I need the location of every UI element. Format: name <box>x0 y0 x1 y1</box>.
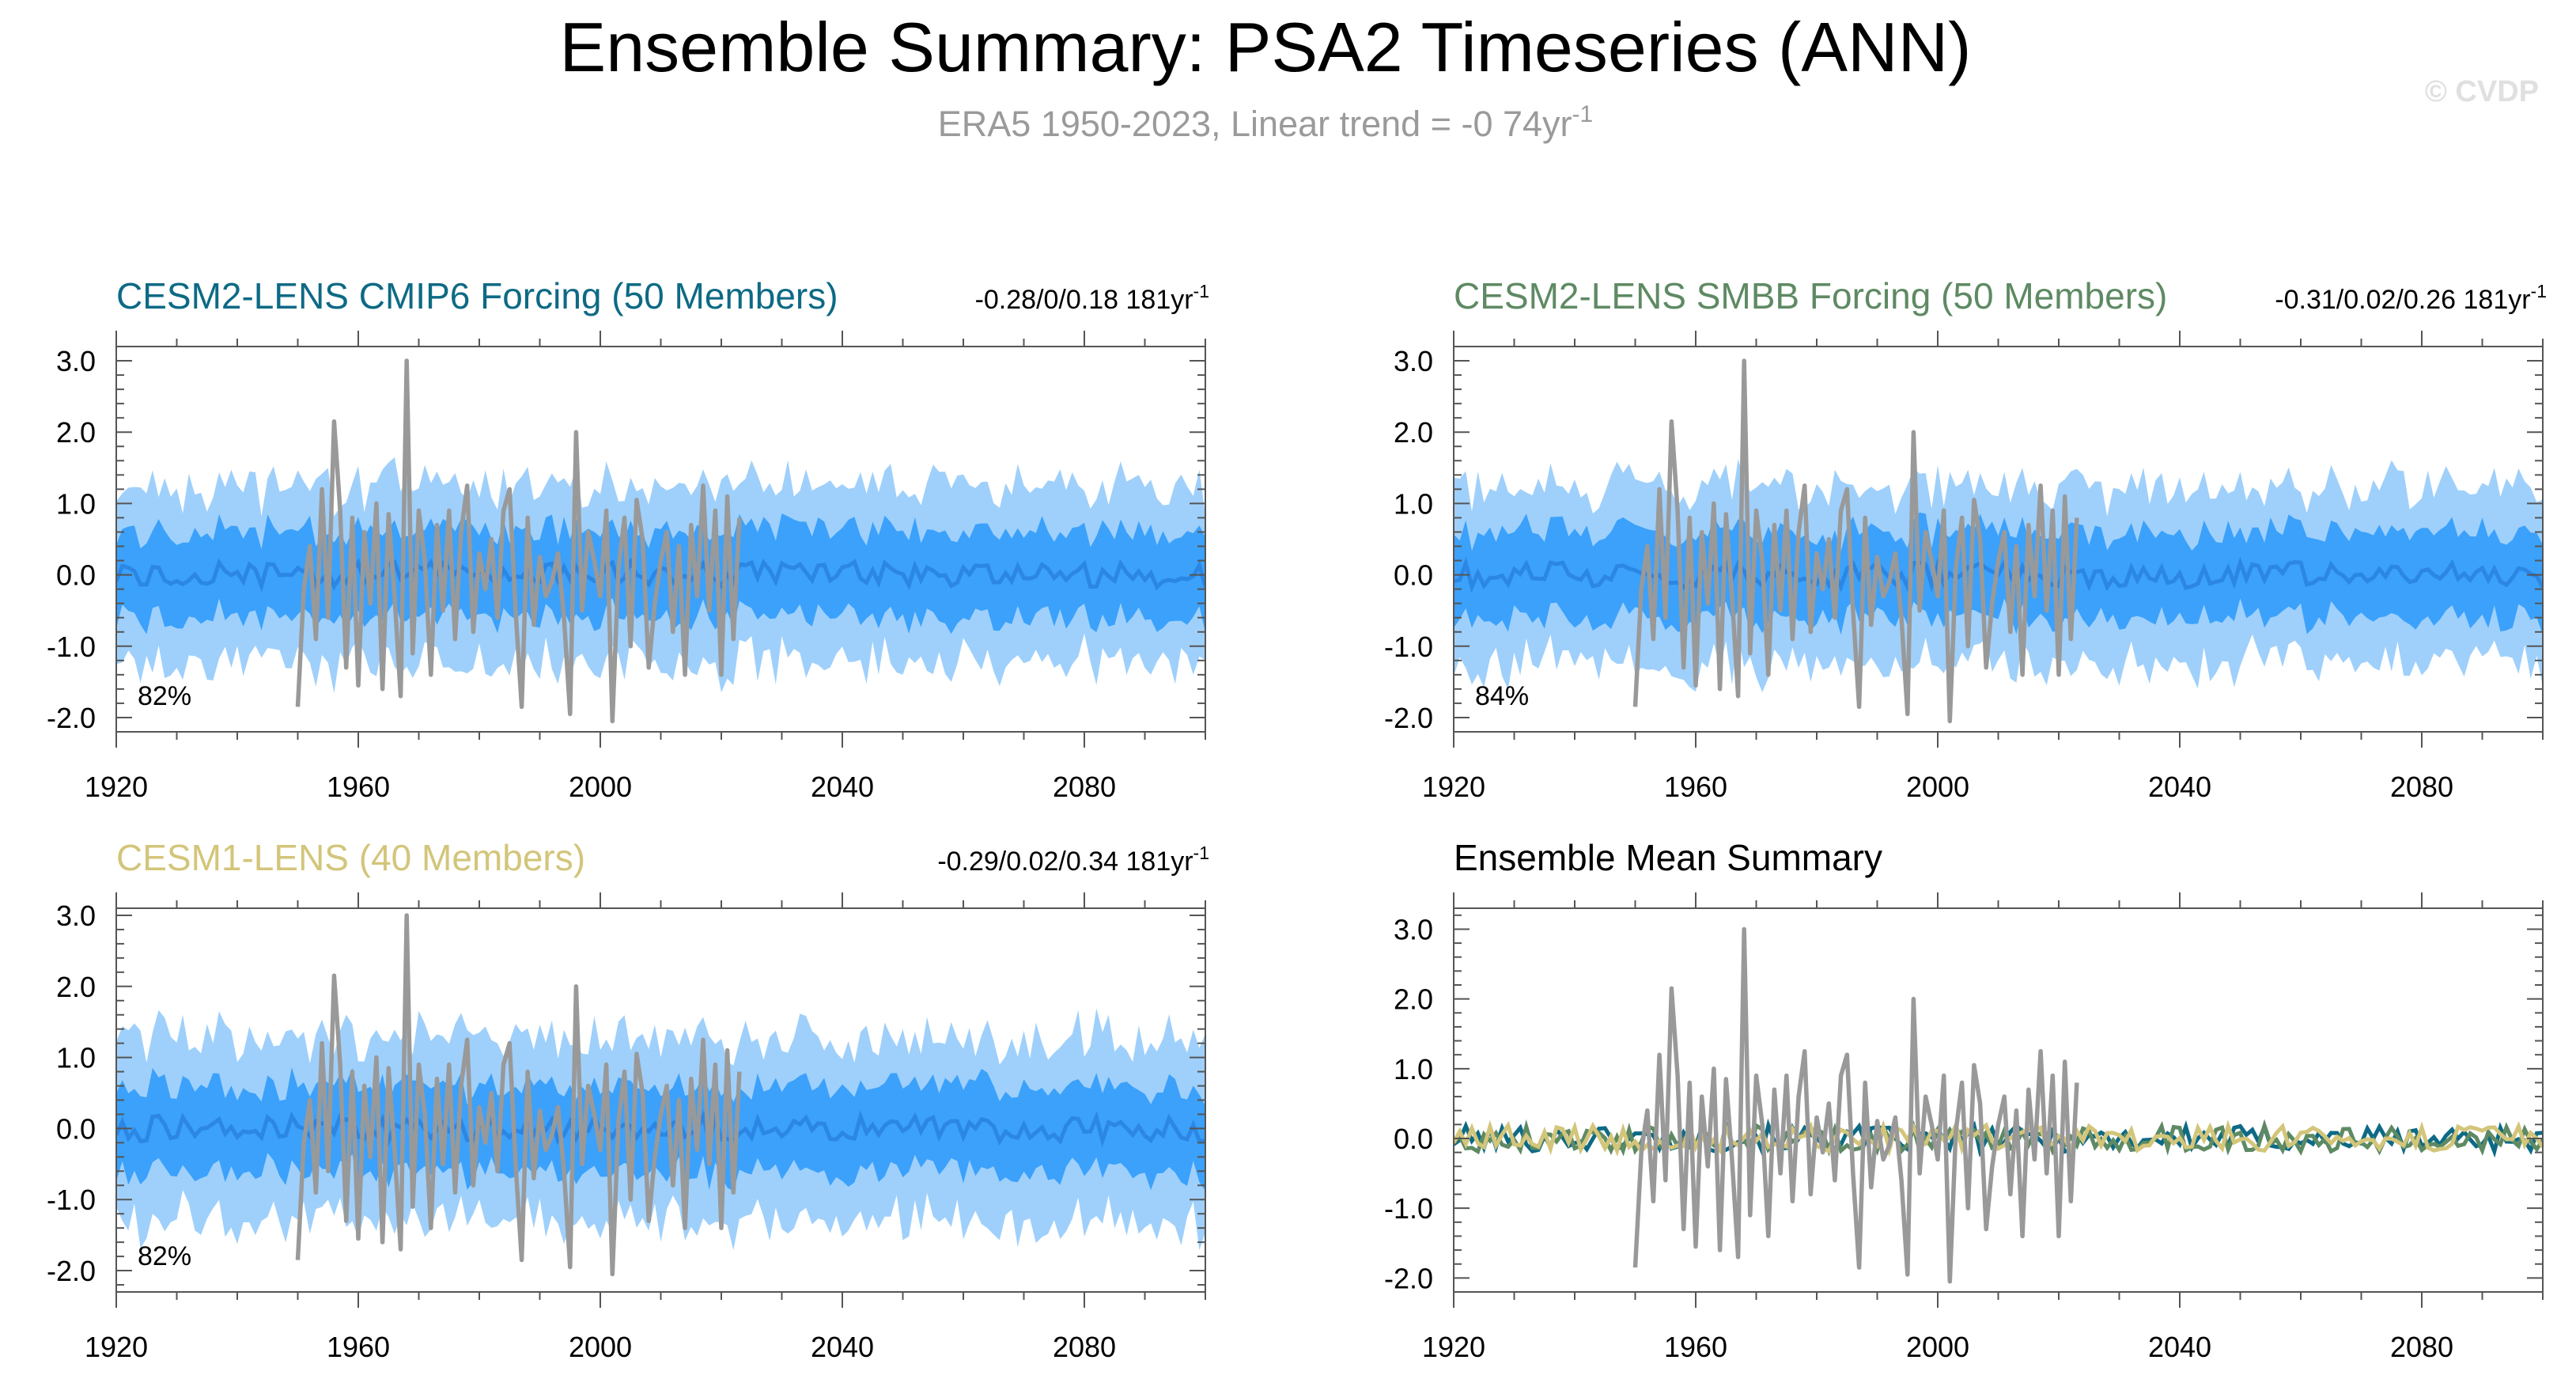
panel-trend: -0.31/0.02/0.26 181yr-1 <box>2275 281 2547 315</box>
subtitle-superscript: -1 <box>1572 101 1594 127</box>
panel-cesm1: CESM1-LENS (40 Members) -0.29/0.02/0.34 1… <box>47 837 1209 1363</box>
x-tick-label: 2000 <box>1906 1331 1969 1363</box>
x-tick-label: 2080 <box>2390 1331 2453 1363</box>
y-tick-label: 3.0 <box>56 900 96 932</box>
x-tick-label: 1960 <box>1664 1331 1727 1363</box>
y-tick-label: 1.0 <box>1394 1053 1433 1085</box>
x-tick-label: 2040 <box>811 1331 874 1363</box>
y-tick-label: 1.0 <box>56 487 96 520</box>
percent-label: 84% <box>1475 681 1529 711</box>
x-tick-label: 1920 <box>1422 1331 1485 1363</box>
y-tick-label: 0.0 <box>56 1112 96 1145</box>
subtitle-text: ERA5 1950-2023, Linear trend = -0 74yr <box>938 104 1572 144</box>
y-tick-label: -1.0 <box>47 1184 96 1216</box>
y-tick-label: 0.0 <box>1394 1123 1433 1155</box>
trend-text: -0.29/0.02/0.34 181yr <box>937 847 1193 877</box>
observation-line <box>295 913 742 1277</box>
watermark: © CVDP <box>2425 75 2539 108</box>
panel-title: CESM2-LENS SMBB Forcing (50 Members) <box>1454 275 2167 316</box>
panel-trend: -0.29/0.02/0.34 181yr-1 <box>937 843 1209 877</box>
plot-area <box>1454 926 2543 1284</box>
panel-cesm2-cmip6: CESM2-LENS CMIP6 Forcing (50 Members) -0.… <box>47 275 1209 803</box>
x-tick-label: 2040 <box>811 771 874 803</box>
y-tick-label: -1.0 <box>1384 631 1433 663</box>
panel-title: CESM1-LENS (40 Members) <box>116 837 585 878</box>
figure-subtitle: ERA5 1950-2023, Linear trend = -0 74yr-1 <box>938 101 1593 144</box>
x-tick-label: 1920 <box>85 771 148 803</box>
x-tick-label: 2000 <box>1906 771 1969 803</box>
y-tick-label: 3.0 <box>1394 345 1433 377</box>
trend-superscript: -1 <box>2531 281 2547 301</box>
x-tick-label: 1960 <box>327 771 390 803</box>
y-tick-label: -1.0 <box>1384 1192 1433 1225</box>
y-tick-label: 2.0 <box>1394 416 1433 449</box>
x-tick-label: 2040 <box>2148 771 2211 803</box>
observation-line <box>1632 926 2079 1284</box>
x-tick-label: 2080 <box>2390 771 2453 803</box>
panel-cesm2-smbb: CESM2-LENS SMBB Forcing (50 Members) -0.3… <box>1384 275 2547 803</box>
y-tick-label: -2.0 <box>1384 1262 1433 1294</box>
x-tick-label: 2080 <box>1053 1331 1116 1363</box>
y-tick-label: -2.0 <box>47 1255 96 1287</box>
x-tick-label: 1920 <box>1422 771 1485 803</box>
y-tick-label: 1.0 <box>1394 487 1433 520</box>
y-tick-label: -1.0 <box>47 631 96 663</box>
percent-label: 82% <box>138 1241 191 1271</box>
x-tick-label: 1960 <box>327 1331 390 1363</box>
percent-label: 82% <box>138 681 191 711</box>
y-tick-label: 0.0 <box>1394 559 1433 592</box>
y-tick-label: 2.0 <box>1394 983 1433 1016</box>
trend-superscript: -1 <box>1193 843 1209 863</box>
y-tick-label: 0.0 <box>56 559 96 592</box>
series-line <box>1454 1119 2543 1157</box>
plot-frame <box>1453 907 2544 1293</box>
y-tick-label: 2.0 <box>56 416 96 449</box>
plot-area <box>116 913 1205 1277</box>
x-tick-label: 1920 <box>85 1331 148 1363</box>
y-tick-label: 1.0 <box>56 1042 96 1074</box>
x-tick-label: 2080 <box>1053 771 1116 803</box>
y-tick-label: 3.0 <box>56 345 96 377</box>
panel-title: Ensemble Mean Summary <box>1454 837 1882 878</box>
figure-title: Ensemble Summary: PSA2 Timeseries (ANN) <box>560 8 1972 86</box>
trend-superscript: -1 <box>1193 281 1209 301</box>
trend-text: -0.31/0.02/0.26 181yr <box>2275 285 2530 315</box>
panel-trend: -0.28/0/0.18 181yr-1 <box>975 281 1209 315</box>
y-tick-label: 3.0 <box>1394 913 1433 945</box>
x-tick-label: 2040 <box>2148 1331 2211 1363</box>
x-tick-label: 2000 <box>569 771 632 803</box>
plot-area <box>116 358 1205 724</box>
observation-line <box>1632 358 2079 724</box>
y-tick-label: -2.0 <box>47 702 96 734</box>
observation-line <box>295 358 742 724</box>
x-tick-label: 1960 <box>1664 771 1727 803</box>
panel-title: CESM2-LENS CMIP6 Forcing (50 Members) <box>116 275 838 316</box>
y-tick-label: 2.0 <box>56 971 96 1003</box>
ensemble-mean-line <box>116 1110 1205 1148</box>
panel-ensemble-mean: Ensemble Mean Summary 3.0 2.0 1.0 0.0 -1.0 -2.… <box>1384 837 2544 1363</box>
x-tick-label: 2000 <box>569 1331 632 1363</box>
trend-text: -0.28/0/0.18 181yr <box>975 285 1193 315</box>
y-tick-label: -2.0 <box>1384 702 1433 734</box>
plot-area <box>1454 358 2543 724</box>
